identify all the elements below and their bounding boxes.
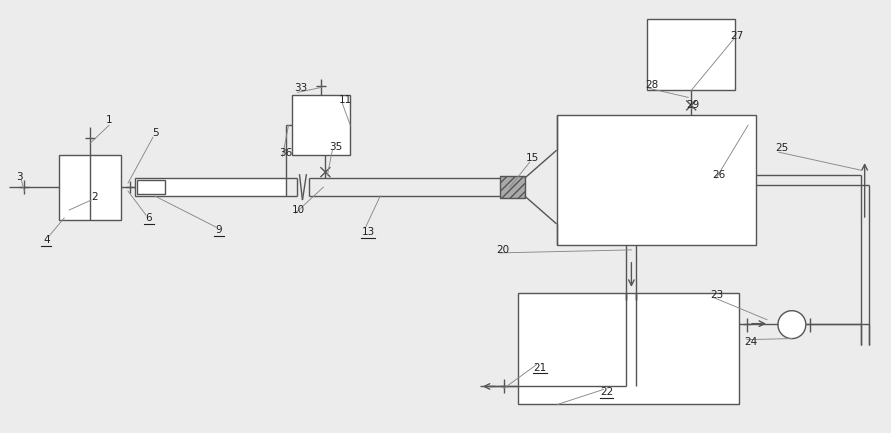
Text: 9: 9	[216, 225, 222, 235]
Bar	[557, 115, 756, 245]
Bar	[500, 176, 525, 198]
Text: 35: 35	[329, 142, 342, 152]
Text: 33: 33	[294, 84, 307, 94]
Text: 2: 2	[91, 192, 97, 202]
Text: 22: 22	[600, 388, 613, 397]
Bar	[135, 178, 285, 196]
Text: 13: 13	[362, 227, 375, 237]
Text: 10: 10	[292, 205, 305, 215]
Text: 5: 5	[152, 128, 159, 138]
Circle shape	[778, 311, 805, 339]
Text: 25: 25	[775, 143, 789, 153]
Bar	[292, 95, 350, 155]
Text: 27: 27	[731, 31, 744, 41]
Text: 24: 24	[744, 336, 757, 346]
Bar	[648, 19, 735, 90]
Bar	[518, 293, 739, 404]
Text: 1: 1	[106, 115, 112, 125]
Text: 28: 28	[646, 81, 659, 90]
Text: 6: 6	[145, 213, 152, 223]
Text: 15: 15	[526, 153, 539, 163]
Text: 20: 20	[496, 245, 510, 255]
Text: 29: 29	[687, 100, 699, 110]
Text: 11: 11	[339, 95, 352, 105]
Text: 36: 36	[279, 148, 292, 158]
Bar	[59, 155, 121, 220]
Text: 3: 3	[16, 172, 22, 182]
Text: 21: 21	[533, 362, 546, 372]
Text: 4: 4	[43, 235, 50, 245]
Text: 23: 23	[710, 290, 723, 300]
Text: 26: 26	[713, 170, 726, 180]
Bar	[137, 180, 165, 194]
